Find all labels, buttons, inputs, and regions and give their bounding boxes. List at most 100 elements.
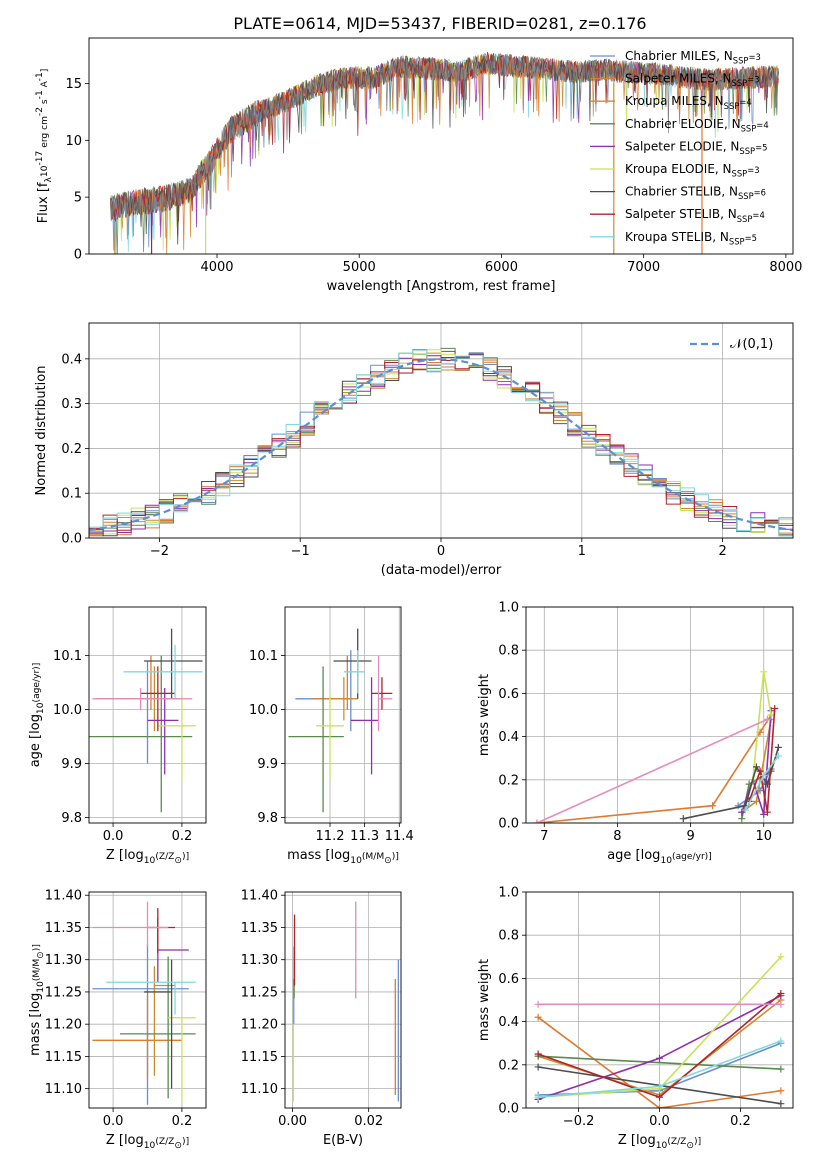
residuals-frame <box>88 322 794 539</box>
mass-weight-marker <box>777 953 785 961</box>
mass_vs_Z-ylabel: mass [log10(M/M⊙)] <box>28 944 46 1056</box>
mass-weight-marker <box>763 808 771 816</box>
errorbar-point <box>147 908 176 954</box>
mass_weight_vs_Z-xlabel: Z [log10(Z/Z⊙)] <box>618 1133 701 1151</box>
x-tick-label: −2 <box>150 544 169 559</box>
mass-weight-marker <box>533 819 541 823</box>
y-tick-label: 11.35 <box>45 921 82 936</box>
spectrum-lines <box>109 51 779 254</box>
mass-weight-line <box>538 1055 781 1070</box>
y-tick-label: 0.1 <box>61 487 82 502</box>
mass-weight-line <box>536 718 768 823</box>
y-tick-label: 0.0 <box>498 817 519 832</box>
y-tick-label: 9.9 <box>257 757 278 772</box>
y-tick-label: 11.15 <box>241 1050 278 1065</box>
mass-weight-marker <box>709 802 717 810</box>
y-tick-label: 10 <box>65 134 82 149</box>
mass-weight-marker <box>756 767 764 775</box>
x-tick-label: 0.0 <box>649 1114 670 1129</box>
errorbar-point <box>157 693 196 780</box>
legend-label: Salpeter ELODIE, NSSP=5 <box>625 139 767 156</box>
mass-weight-marker <box>656 1054 663 1062</box>
mass_weight_vs_age-xlabel: age [log10(age/yr)] <box>607 848 712 866</box>
errorbar-point <box>106 981 196 1015</box>
mass-weight-marker <box>774 752 782 760</box>
mass_weight_vs_age-frame <box>525 606 794 824</box>
errorbar-point <box>144 959 173 1089</box>
spectrum-axes: 4000 5000 6000 7000 8000 0 5 10 15 wavelength [An… <box>35 69 803 294</box>
x-tick-label: 8 <box>613 829 621 844</box>
mass_weight_vs_Z-frame <box>525 891 794 1109</box>
legend-label: Chabrier STELIB, NSSP=6 <box>625 185 766 202</box>
mass-weight-marker <box>738 815 746 823</box>
legend-label: Chabrier MILES, NSSP=3 <box>625 49 761 66</box>
residuals-ylabel: Normed distribution <box>34 366 49 496</box>
mass-weight-marker <box>752 797 760 805</box>
x-tick-label: 0.0 <box>103 829 124 844</box>
mass-weight-line <box>741 710 772 815</box>
y-tick-label: 0 <box>74 248 82 263</box>
mass-weight-marker <box>741 806 749 814</box>
errorbar-point <box>99 661 176 764</box>
age_vs_mass-frame <box>284 606 402 824</box>
mass-weight-marker <box>777 990 785 998</box>
legend-label: Salpeter STELIB, NSSP=4 <box>625 207 765 224</box>
mass-weight-marker <box>534 1093 542 1101</box>
age_vs_Z-xlabel: Z [log10(Z/Z⊙)] <box>106 848 189 866</box>
mass_weight_vs_age-lines <box>533 668 782 823</box>
spectrum-line <box>109 52 779 222</box>
x-tick-label: 4000 <box>200 260 233 275</box>
x-tick-label: 0.02 <box>354 1114 383 1129</box>
x-tick-label: −0.2 <box>563 1114 595 1129</box>
mass_vs_ebv-frame <box>284 891 402 1109</box>
errorbar-point <box>144 628 203 699</box>
mass-weight-marker <box>760 668 768 676</box>
legend-label: 𝒩(0,1) <box>730 337 773 352</box>
mass_vs_Z-errorbars <box>92 901 196 1105</box>
y-tick-label: 0.8 <box>498 929 519 944</box>
errorbar-point <box>330 677 358 721</box>
spectrum-frame <box>88 37 794 255</box>
errorbar-point <box>371 677 393 710</box>
mass_weight_vs_age-axes: 7 8 9 10 0.0 0.2 0.4 0.6 0.8 1.0 age [log10(age/yr… <box>477 601 793 866</box>
mass-weight-marker <box>777 1087 785 1095</box>
y-tick-label: 10.1 <box>53 649 82 664</box>
x-tick-label: 2 <box>718 544 726 559</box>
legend-label: Kroupa STELIB, NSSP=5 <box>625 230 757 247</box>
residual-histogram <box>89 355 793 532</box>
y-tick-label: 11.30 <box>45 953 82 968</box>
mass_vs_Z-frame <box>88 891 207 1109</box>
mass_weight_vs_Z-lines <box>534 953 785 1108</box>
mass-weight-marker <box>534 1000 542 1008</box>
mass-weight-marker <box>679 815 687 823</box>
spectrum-ylabel: Flux [fλ10-17 erg cm-2 s-1 A-1] <box>35 69 54 224</box>
y-tick-label: 1.0 <box>498 886 519 901</box>
x-tick-label: 0.2 <box>730 1114 751 1129</box>
x-tick-label: 10 <box>755 829 772 844</box>
errorbar-point <box>288 666 344 813</box>
residual-histograms <box>89 347 793 537</box>
y-tick-label: 0.6 <box>498 687 519 702</box>
mass_vs_ebv-xlabel: E(B-V) <box>323 1133 363 1148</box>
y-tick-label: 0.2 <box>498 1058 519 1073</box>
y-tick-label: 11.10 <box>241 1082 278 1097</box>
age_vs_Z-ylabel: age [log10(age/yr)] <box>28 663 46 768</box>
age_vs_mass-errorbars <box>288 628 393 813</box>
x-tick-label: 11.4 <box>385 829 414 844</box>
residuals-axes: −2 −1 0 1 2 0.0 0.1 0.2 0.3 0.4 (data-model)/error… <box>34 323 793 578</box>
residual-histogram <box>89 349 793 537</box>
mass-weight-marker <box>767 711 775 719</box>
y-tick-label: 11.20 <box>241 1018 278 1033</box>
errorbar-point <box>92 688 193 710</box>
mass-weight-marker <box>777 1037 785 1045</box>
x-tick-label: 8000 <box>769 260 802 275</box>
y-tick-label: 11.15 <box>45 1050 82 1065</box>
errorbar-point <box>377 655 393 732</box>
x-tick-label: 1 <box>578 544 586 559</box>
mass_vs_ebv-axes: 0.00 0.02 11.10 11.15 11.20 11.25 11.30 11.35 11… <box>241 889 401 1148</box>
mass_weight_vs_age-ylabel: mass weight <box>477 674 492 756</box>
y-tick-label: 5 <box>74 191 82 206</box>
y-tick-label: 15 <box>65 77 82 92</box>
y-tick-label: 11.40 <box>241 889 278 904</box>
